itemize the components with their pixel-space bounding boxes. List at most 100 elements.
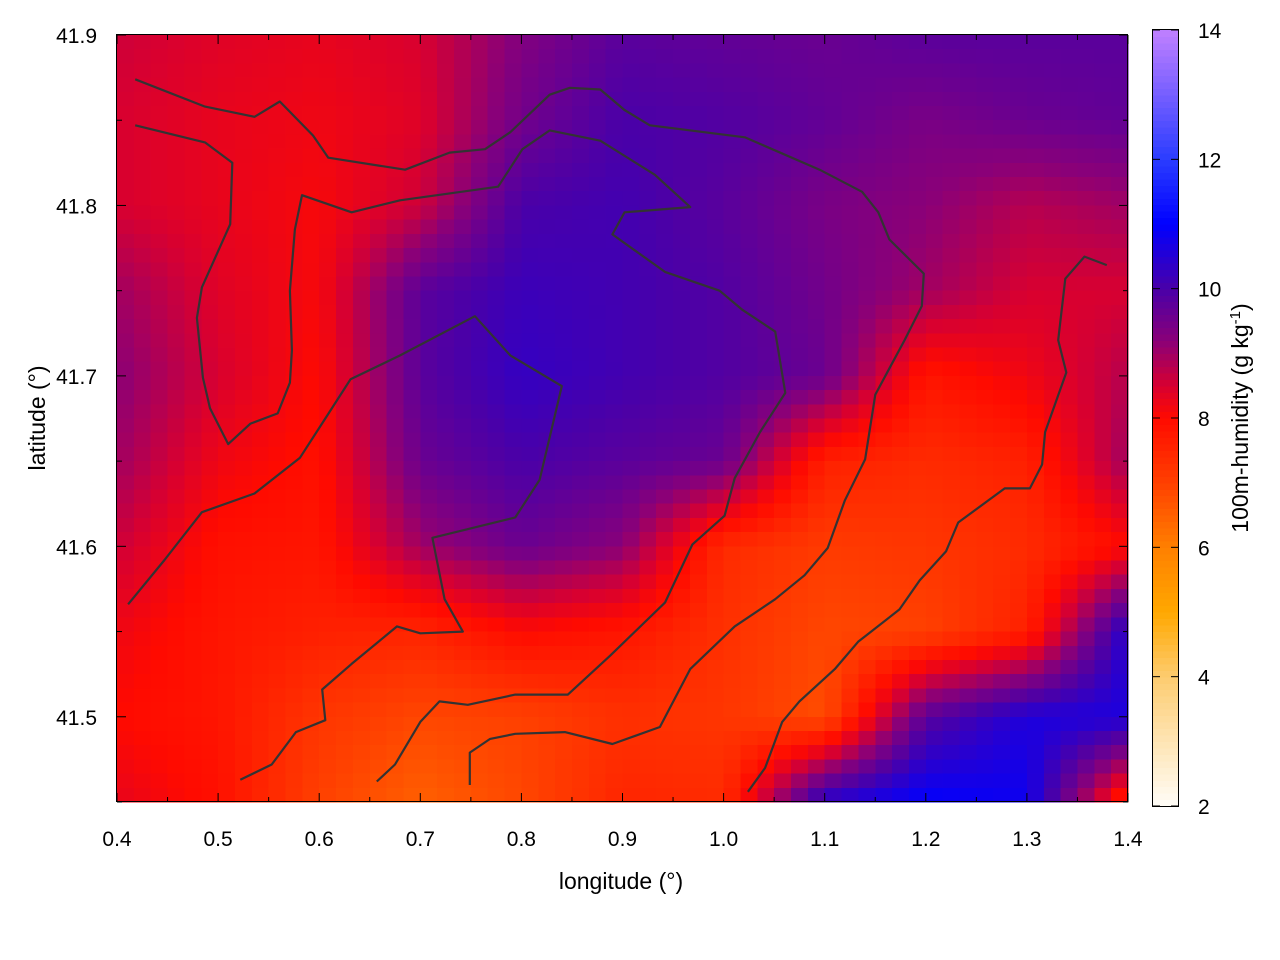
heatmap-cell (184, 461, 202, 476)
heatmap-cell (201, 546, 219, 562)
heatmap-cell (925, 603, 944, 618)
heatmap-cell (807, 276, 826, 292)
heatmap-cell (235, 248, 253, 263)
heatmap-cell (706, 35, 725, 50)
heatmap-cell (757, 773, 775, 789)
heatmap-cell (1077, 404, 1095, 420)
heatmap-cell (251, 361, 270, 377)
heatmap-cell (268, 517, 287, 533)
heatmap-cell (723, 91, 742, 107)
heatmap-cell (892, 63, 910, 79)
heatmap-cell (133, 645, 152, 661)
heatmap-cell (723, 276, 742, 292)
heatmap-cell (504, 205, 523, 221)
heatmap-cell (268, 248, 287, 263)
heatmap-cell (386, 489, 405, 505)
heatmap-cell (959, 106, 977, 121)
heatmap-cell (1043, 276, 1062, 292)
heatmap-cell (319, 361, 337, 377)
heatmap-cell (386, 262, 405, 278)
heatmap-cell (319, 134, 337, 150)
heatmap-cell (723, 191, 742, 206)
heatmap-cell (723, 162, 742, 178)
heatmap-cell (622, 432, 640, 448)
heatmap-cell (723, 106, 742, 121)
heatmap-cell (723, 702, 742, 718)
heatmap-cell (1077, 674, 1095, 689)
heatmap-cell (218, 233, 236, 249)
colorbar-swatch (1153, 527, 1178, 535)
colorbar-swatch (1153, 728, 1178, 736)
heatmap-cell (403, 759, 421, 775)
heatmap-cell (184, 631, 202, 647)
heatmap-cell (150, 375, 169, 391)
heatmap-cell (251, 177, 270, 192)
heatmap-cell (858, 489, 876, 505)
heatmap-cell (487, 106, 506, 121)
heatmap-cell (925, 688, 944, 704)
heatmap-cell (319, 574, 337, 590)
heatmap-cell (251, 787, 270, 803)
heatmap-cell (689, 219, 708, 235)
colorbar-swatch (1153, 411, 1178, 419)
heatmap-cell (706, 262, 725, 278)
heatmap-cell (925, 716, 944, 732)
heatmap-cell (437, 290, 455, 306)
heatmap-cell (993, 688, 1011, 704)
heatmap-cell (437, 446, 455, 462)
heatmap-cell (673, 162, 691, 178)
heatmap-cell (1111, 404, 1129, 420)
heatmap-cell (251, 304, 270, 320)
heatmap-cell (706, 631, 725, 647)
x-axis: 0.4 0.5 0.6 0.7 0.8 0.9 1.0 1.1 1.2 1.3 1.4 (102, 35, 1143, 851)
heatmap-cell (403, 588, 421, 604)
heatmap-cell (622, 191, 640, 206)
heatmap-cell (369, 319, 388, 334)
heatmap-cell (133, 674, 152, 689)
heatmap-cell (1026, 702, 1045, 718)
heatmap-cell (420, 745, 438, 760)
heatmap-cell (504, 475, 523, 491)
heatmap-cell (656, 148, 674, 164)
heatmap-cell (235, 631, 253, 647)
heatmap-cell (167, 106, 186, 121)
heatmap-cell (942, 148, 961, 164)
heatmap-cell (487, 290, 506, 306)
heatmap-cell (925, 461, 944, 476)
heatmap-cell (875, 49, 893, 64)
heatmap-cell (302, 63, 320, 79)
heatmap-cell (487, 248, 506, 263)
heatmap-cell (639, 688, 657, 704)
heatmap-cell (959, 333, 977, 349)
heatmap-cell (689, 674, 708, 689)
heatmap-cell (993, 205, 1011, 221)
heatmap-cell (875, 702, 893, 718)
heatmap-cell (639, 432, 657, 448)
heatmap-cell (538, 446, 556, 462)
heatmap-cell (639, 290, 657, 306)
heatmap-cell (976, 702, 994, 718)
heatmap-cell (235, 333, 253, 349)
heatmap-cell (740, 35, 758, 50)
heatmap-cell (706, 63, 725, 79)
heatmap-cell (1094, 191, 1112, 206)
heatmap-cell (420, 219, 438, 235)
heatmap-cell (1026, 49, 1045, 64)
heatmap-cell (841, 219, 860, 235)
heatmap-cell (454, 404, 472, 420)
heatmap-cell (235, 276, 253, 292)
heatmap-cell (791, 432, 809, 448)
colorbar-swatch (1153, 204, 1178, 212)
heatmap-cell (673, 177, 691, 192)
heatmap-cell (1094, 120, 1112, 135)
heatmap-cell (993, 432, 1011, 448)
heatmap-cell (1043, 731, 1062, 746)
heatmap-cell (875, 716, 893, 732)
heatmap-cell (841, 517, 860, 533)
y-tick-label: 41.7 (56, 366, 97, 389)
heatmap-cell (925, 375, 944, 391)
heatmap-cell (167, 91, 186, 107)
heatmap-cell (757, 461, 775, 476)
heatmap-cell (184, 148, 202, 164)
